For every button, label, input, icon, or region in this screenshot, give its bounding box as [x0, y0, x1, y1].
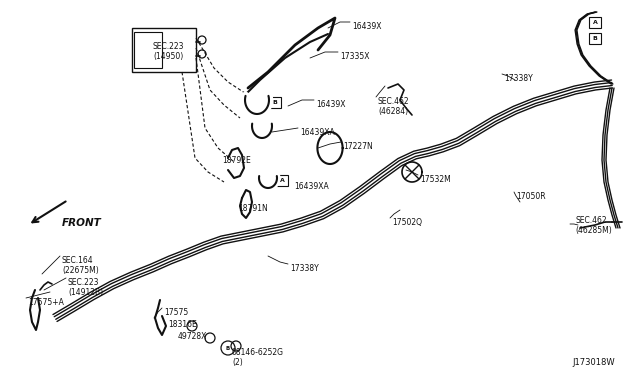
Text: SEC.164
(22675M): SEC.164 (22675M) [62, 256, 99, 275]
Text: 18791N: 18791N [238, 204, 268, 213]
Bar [134, 32, 162, 68]
Text: 17502Q: 17502Q [392, 218, 422, 227]
Text: FRONT: FRONT [62, 218, 102, 228]
Circle shape [198, 50, 206, 58]
Text: 17050R: 17050R [516, 192, 546, 201]
Text: 17532M: 17532M [420, 175, 451, 184]
Bar [589, 32, 601, 44]
Text: 16439X: 16439X [352, 22, 381, 31]
Bar [269, 96, 281, 108]
Text: J173018W: J173018W [572, 358, 614, 367]
Bar [276, 174, 288, 186]
Text: SEC.223
(14912B): SEC.223 (14912B) [68, 278, 103, 297]
Bar [132, 28, 196, 72]
Text: 18316E: 18316E [168, 320, 196, 329]
Text: 17338Y: 17338Y [290, 264, 319, 273]
Text: 17575+A: 17575+A [28, 298, 64, 307]
Text: SEC.223
(14950): SEC.223 (14950) [152, 42, 184, 61]
Text: A: A [593, 19, 597, 25]
Text: 16439XA: 16439XA [300, 128, 335, 137]
Text: B: B [593, 35, 597, 41]
Text: SEC.462
(46284): SEC.462 (46284) [378, 97, 410, 116]
Bar [589, 16, 601, 28]
Text: 08146-6252G
(2): 08146-6252G (2) [232, 348, 284, 368]
Text: 17335X: 17335X [340, 52, 369, 61]
Text: 16439X: 16439X [316, 100, 346, 109]
Text: B: B [226, 346, 230, 350]
Text: 17338Y: 17338Y [504, 74, 532, 83]
Text: 16439XA: 16439XA [294, 182, 329, 191]
Text: SEC.462
(46285M): SEC.462 (46285M) [575, 216, 612, 235]
Text: 17575: 17575 [164, 308, 188, 317]
Text: A: A [280, 177, 284, 183]
Circle shape [198, 36, 206, 44]
Text: B: B [273, 99, 277, 105]
Text: 18792E: 18792E [222, 156, 251, 165]
Text: 49728X: 49728X [178, 332, 207, 341]
Text: 17227N: 17227N [343, 142, 372, 151]
